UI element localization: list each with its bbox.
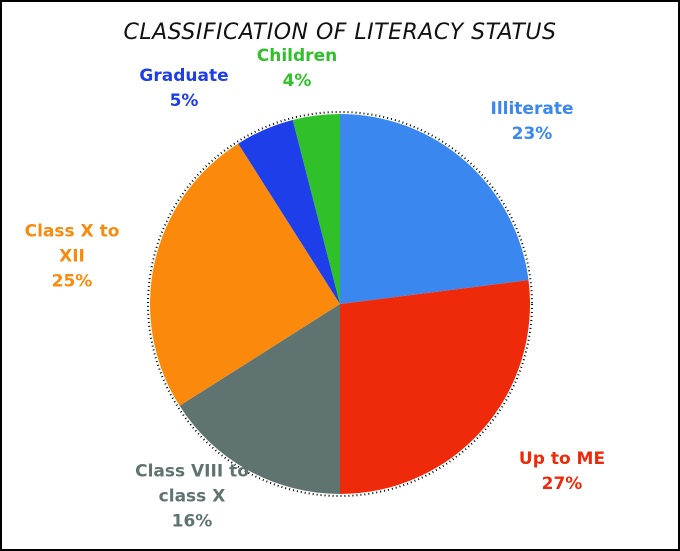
slice-label: Class X to XII 25% [12,220,132,295]
slice-label: Up to ME 27% [502,447,622,497]
value-label: 16% [171,511,213,532]
category-label: Children [256,46,338,66]
pie-slice [149,143,340,406]
chart-title: CLASSIFICATION OF LITERACY STATUS [123,20,557,45]
value-label: 25% [51,271,93,292]
slice-label: Children 4% [242,44,352,94]
category-label: Class X to XII [24,221,120,267]
value-label: 23% [511,124,553,144]
pie-outline [147,111,533,497]
slice-label: Graduate 5% [129,64,239,114]
pie-slice [292,114,340,304]
pie-slice [179,304,340,494]
value-label: 27% [541,474,583,494]
value-label: 5% [169,91,199,111]
pie-slice [340,280,530,494]
value-label: 4% [282,71,312,91]
category-label: Graduate [139,66,229,86]
category-label: Class VIII to class X [135,461,249,507]
category-label: Up to ME [518,449,606,469]
category-label: Illiterate [490,99,574,119]
slice-label: Class VIII to class X 16% [127,460,257,535]
pie-slice [238,119,340,304]
pie-slice [340,114,529,304]
slice-label: Illiterate 23% [467,97,597,147]
